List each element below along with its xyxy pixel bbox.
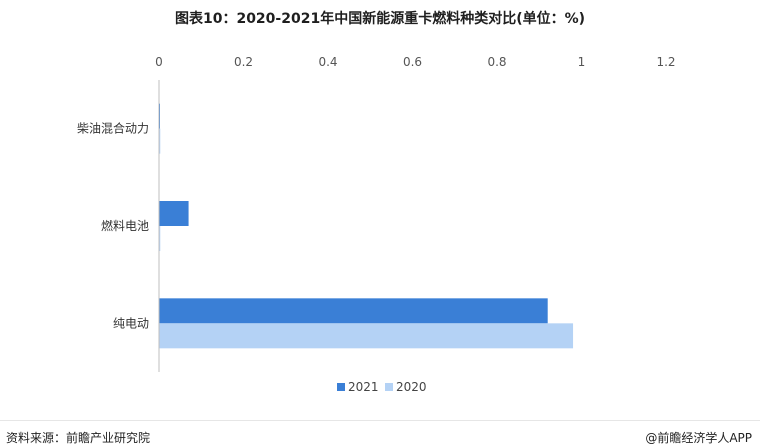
legend-label: 2021 [348,380,379,394]
legend-swatch [385,383,393,391]
x-tick-label: 0.8 [487,55,506,69]
x-tick-label: 0.6 [403,55,422,69]
x-tick-label: 1 [578,55,586,69]
bar-2020-0 [159,128,161,154]
source-note: 资料来源：前瞻产业研究院 [6,431,151,445]
legend-label: 2020 [396,380,427,394]
bar-2021-1 [159,201,189,226]
category-label: 纯电动 [113,316,149,330]
x-tick-label: 0.4 [318,55,337,69]
x-tick-label: 0 [155,55,163,69]
bar-2020-1 [159,226,161,251]
x-tick-label: 1.2 [656,55,675,69]
x-axis-ticks: 0 0.2 0.4 0.6 0.8 1 1.2 [155,55,675,69]
chart-title: 图表10：2020-2021年中国新能源重卡燃料种类对比(单位：%) [174,11,586,27]
footer: 资料来源：前瞻产业研究院 @前瞻经济学人APP [0,420,760,447]
bar-2020-2 [159,323,574,349]
bars [159,103,574,349]
x-tick-label: 0.2 [234,55,253,69]
brand-credit: @前瞻经济学人APP [645,431,752,445]
category-label: 燃料电池 [101,218,149,233]
legend: 2021 2020 [337,380,427,394]
category-label: 柴油混合动力 [77,121,149,136]
legend-swatch [337,383,345,391]
bar-2021-2 [159,298,548,324]
